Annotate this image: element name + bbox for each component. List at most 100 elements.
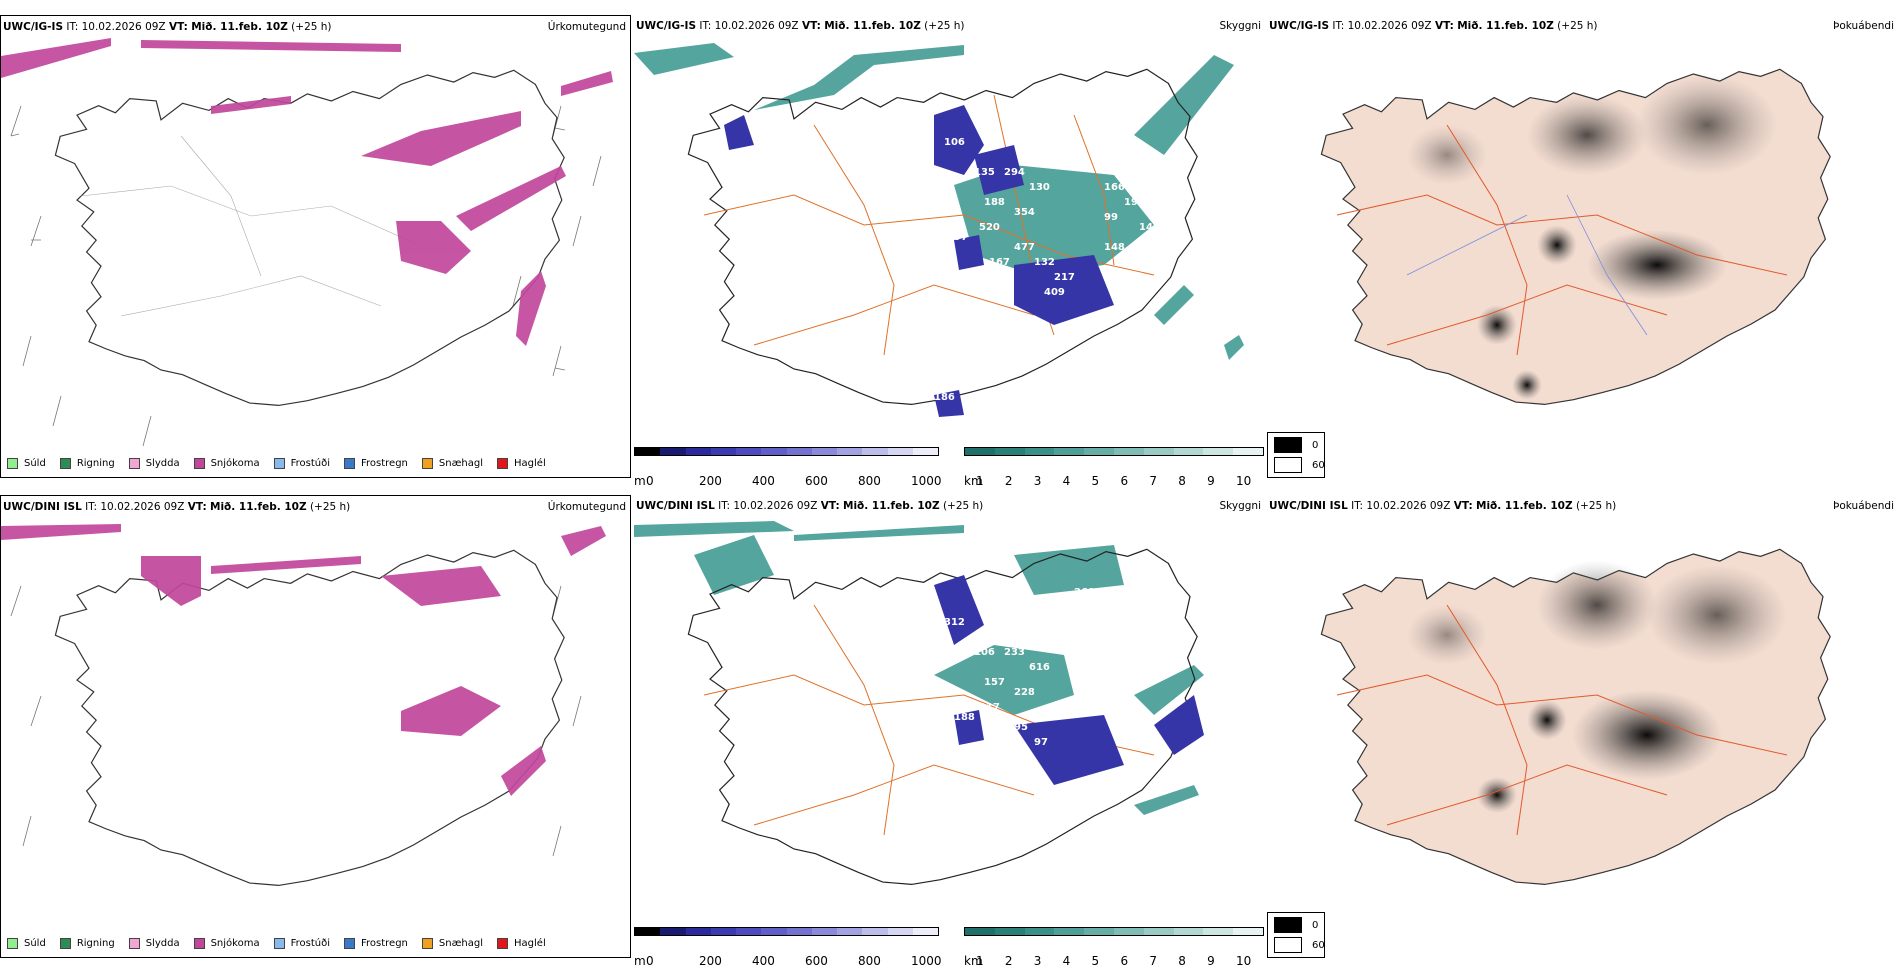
cloud-visibility-map: 312 106 233 157 228 616 231 208 93 268 188 117 95 105… bbox=[634, 521, 1204, 886]
cloud-base-label: 188 bbox=[984, 197, 1005, 208]
fog-legend: 0 60 bbox=[1267, 912, 1325, 958]
fog-areas bbox=[1407, 75, 1777, 400]
colorbar-tick: 0 bbox=[646, 954, 654, 968]
panel-title: UWC/DINI ISL IT: 10.02.2026 09Z VT: Mið.… bbox=[636, 500, 984, 512]
precip-legend-item: Rigning bbox=[59, 458, 115, 469]
cloud-base-label: 130 bbox=[1029, 182, 1050, 193]
cloud-base-label: 99 bbox=[1104, 212, 1118, 223]
precip-legend-item: Súld bbox=[7, 938, 46, 949]
precip-legend-item: Rigning bbox=[59, 938, 115, 949]
low-cloud-areas bbox=[934, 575, 1204, 785]
colorbar-tick: 400 bbox=[752, 954, 775, 968]
field-name: Þokuábendi bbox=[1833, 500, 1894, 512]
field-name: Úrkomutegund bbox=[547, 501, 626, 513]
cloud-visibility-panel-bottom: UWC/DINI ISL IT: 10.02.2026 09Z VT: Mið.… bbox=[634, 495, 1265, 968]
cloud-base-label: 97 bbox=[954, 232, 968, 243]
colorbar-tick: 9 bbox=[1207, 954, 1215, 968]
colorbar-step bbox=[710, 928, 736, 935]
colorbar-tick: 1000 bbox=[911, 954, 942, 968]
fog-areas bbox=[1407, 560, 1787, 813]
roads bbox=[1336, 124, 1788, 356]
colorbar-tick: 1000 bbox=[911, 474, 942, 488]
legend-label: Haglél bbox=[514, 938, 546, 949]
legend-swatch bbox=[421, 458, 433, 469]
colorbar-step bbox=[1143, 448, 1174, 455]
colorbar-step bbox=[887, 928, 913, 935]
cloud-base-label: 157 bbox=[984, 677, 1005, 688]
precip-legend: Súld Rigning Slydda Snjókoma Frostúði Frostre… bbox=[7, 938, 560, 949]
colorbar-step bbox=[1173, 448, 1204, 455]
colorbar-tick: 3 bbox=[1033, 474, 1042, 488]
wind-barbs bbox=[10, 105, 602, 447]
cloud-base-label: 106 bbox=[944, 137, 965, 148]
cloud-base-colorbar bbox=[634, 447, 939, 456]
precip-legend-item: Snjókoma bbox=[193, 938, 260, 949]
colorbar-tick: 6 bbox=[1120, 474, 1129, 488]
colorbar-tick: 8 bbox=[1178, 474, 1186, 488]
legend-swatch bbox=[7, 458, 18, 469]
colorbar-tick: 10 bbox=[1236, 474, 1252, 488]
colorbar-step bbox=[786, 448, 812, 455]
legend-label: Haglél bbox=[514, 458, 546, 469]
colorbar-step bbox=[965, 928, 995, 935]
colorbar-step bbox=[1203, 928, 1234, 935]
colorbar-step bbox=[635, 448, 661, 455]
legend-swatch bbox=[128, 938, 140, 949]
cloud-visibility-map: 106 135 294 188 354 130 150 166 184 362 97 520 477 16… bbox=[634, 43, 1244, 417]
legend-label: Snæhagl bbox=[438, 458, 484, 469]
legend-label: Frostregn bbox=[361, 938, 408, 949]
legend-swatch bbox=[344, 458, 355, 469]
colorbar-step bbox=[1143, 928, 1174, 935]
cloud-base-label: 616 bbox=[1029, 662, 1050, 673]
cloud-base-label: 135 bbox=[974, 167, 995, 178]
legend-swatch bbox=[7, 938, 18, 949]
colorbar-tick: 0 bbox=[646, 474, 654, 488]
legend-swatch bbox=[128, 458, 140, 469]
cloud-base-label: 362 bbox=[1074, 107, 1095, 118]
colorbar-step bbox=[1203, 448, 1234, 455]
precip-legend-item: Frostregn bbox=[344, 938, 408, 949]
snow-areas bbox=[1, 38, 613, 346]
colorbar-step bbox=[1084, 448, 1114, 455]
colorbar-tick: 8 bbox=[1178, 954, 1186, 968]
precip-legend-item: Súld bbox=[7, 458, 46, 469]
legend-label: Rigning bbox=[76, 458, 115, 469]
colorbar-step bbox=[1233, 928, 1263, 935]
legend-swatch bbox=[497, 458, 509, 469]
colorbar-step bbox=[811, 928, 837, 935]
legend-swatch bbox=[497, 938, 509, 949]
colorbar-tick: 7 bbox=[1149, 474, 1157, 488]
rivers bbox=[1406, 194, 1648, 336]
colorbar-tick: 200 bbox=[699, 474, 722, 488]
legend-swatch bbox=[193, 938, 205, 949]
precip-type-panel-top: UWC/IG-IS IT: 10.02.2026 09Z VT: Mið. 11… bbox=[0, 15, 631, 478]
colorbar-tick: 9 bbox=[1207, 474, 1215, 488]
colorbar-step bbox=[1024, 928, 1055, 935]
legend-label: Frostregn bbox=[361, 458, 408, 469]
precip-legend-item: Snæhagl bbox=[421, 938, 483, 949]
colorbar-step bbox=[1054, 928, 1085, 935]
panel-title: UWC/IG-IS IT: 10.02.2026 09Z VT: Mið. 11… bbox=[636, 20, 965, 32]
cloud-base-label: 117 bbox=[979, 702, 1000, 713]
cloud-base-label: 312 bbox=[944, 617, 965, 628]
colorbar-step bbox=[837, 448, 863, 455]
cloud-base-label: 354 bbox=[1014, 207, 1035, 218]
legend-label: Snjókoma bbox=[210, 938, 260, 949]
colorbar-unit: m bbox=[634, 954, 646, 968]
field-name: Skyggni bbox=[1219, 500, 1262, 512]
colorbar-tick: 4 bbox=[1062, 954, 1071, 968]
low-visibility-areas bbox=[634, 43, 1244, 360]
cloud-base-label: 188 bbox=[954, 712, 975, 723]
colorbar-step bbox=[685, 448, 711, 455]
cloud-base-label: 233 bbox=[1004, 647, 1025, 658]
legend-swatch bbox=[193, 458, 205, 469]
colorbar-tick: 200 bbox=[699, 954, 722, 968]
panel-title: UWC/DINI ISL IT: 10.02.2026 09Z VT: Mið.… bbox=[3, 501, 351, 513]
colorbar-step bbox=[1054, 448, 1085, 455]
cloud-base-label: 97 bbox=[1034, 737, 1048, 748]
cloud-base-label: 217 bbox=[1054, 272, 1075, 283]
legend-swatch bbox=[59, 938, 71, 949]
colorbar-tick: 600 bbox=[805, 474, 828, 488]
field-name: Úrkomutegund bbox=[547, 21, 626, 33]
colorbar-step bbox=[811, 448, 837, 455]
